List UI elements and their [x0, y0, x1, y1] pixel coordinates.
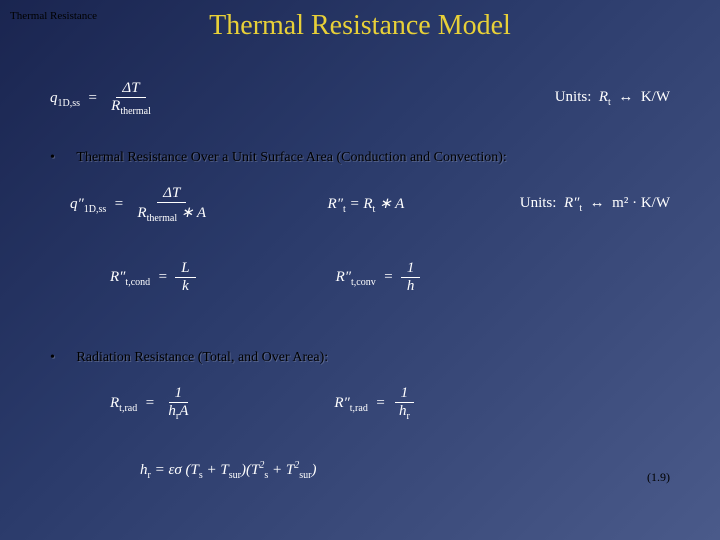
- eq1-units: Units: Rt ↔ K/W: [555, 89, 670, 108]
- bullet-marker: •: [50, 150, 55, 165]
- bullet-text: Radiation Resistance (Total, and Over Ar…: [76, 350, 328, 365]
- units-rhs: K/W: [641, 89, 670, 105]
- eq1-num: ΔT: [116, 80, 145, 98]
- eq1-q: q: [50, 90, 58, 106]
- eq4-total: Rt,rad = 1 hrA: [110, 385, 194, 422]
- page-title: Thermal Resistance Model: [0, 10, 720, 42]
- equation-number: (1.9): [647, 470, 670, 485]
- arrow-icon: ↔: [618, 89, 633, 105]
- eq1-sub: 1D,ss: [58, 98, 81, 109]
- eq3-cond: R″t,cond = L k: [110, 260, 196, 295]
- eq3-conv: R″t,conv = 1 h: [336, 260, 421, 295]
- equation-row-3: R″t,cond = L k R″t,conv = 1 h: [110, 260, 420, 295]
- bullet-marker: •: [50, 350, 55, 365]
- units-label: Units:: [555, 89, 592, 105]
- eq1-frac: ΔT Rthermal: [105, 80, 157, 117]
- equation-row-2: q″1D,ss = ΔT Rthermal ∗ A R″t = Rt ∗ A U…: [70, 185, 670, 224]
- equation-row-4: Rt,rad = 1 hrA R″t,rad = 1 hr: [110, 385, 416, 422]
- eq2-units: Units: R″t ↔ m² · K/W: [520, 195, 670, 214]
- eq2-lhs: q″1D,ss = ΔT Rthermal ∗ A: [70, 185, 212, 224]
- eq1-den: Rthermal: [105, 98, 157, 117]
- eq2-mid: R″t = Rt ∗ A: [328, 194, 405, 215]
- bullet-text: Thermal Resistance Over a Unit Surface A…: [76, 150, 506, 165]
- equation-row-1: q1D,ss = ΔT Rthermal Units: Rt ↔ K/W: [50, 80, 670, 117]
- eq4-area: R″t,rad = 1 hr: [334, 385, 415, 422]
- bullet-unit-area: • Thermal Resistance Over a Unit Surface…: [50, 150, 507, 166]
- bullet-radiation: • Radiation Resistance (Total, and Over …: [50, 350, 328, 366]
- arrow-icon: ↔: [590, 195, 605, 211]
- eq1-lhs: q1D,ss = ΔT Rthermal: [50, 80, 157, 117]
- equation-row-5: hr = εσ (Ts + Tsur)(T2s + T2sur): [140, 460, 316, 481]
